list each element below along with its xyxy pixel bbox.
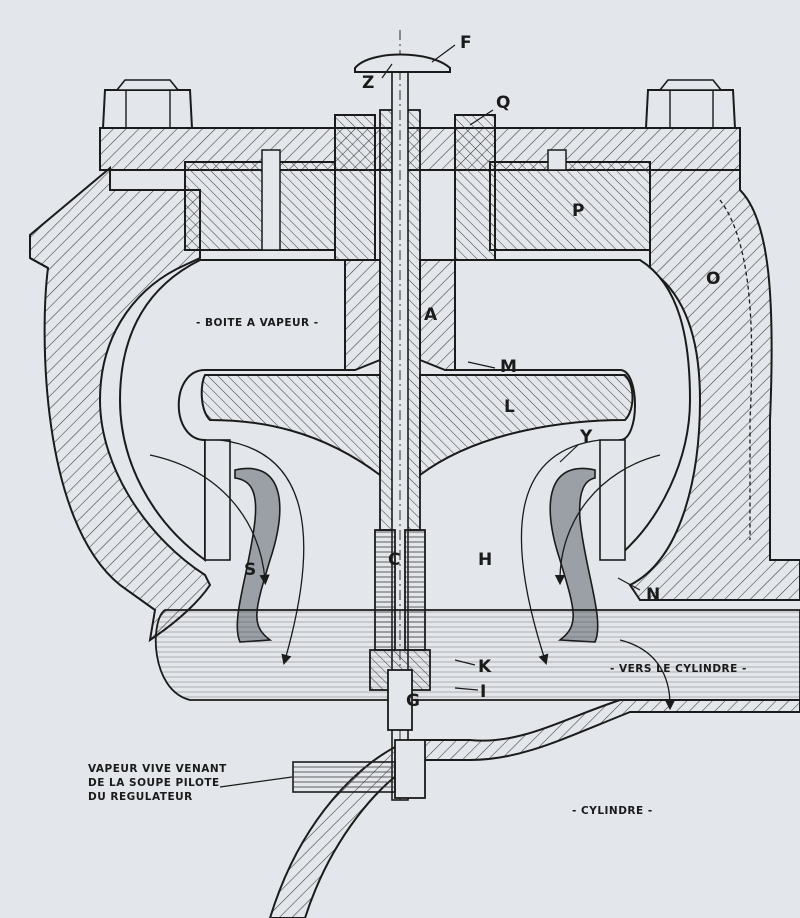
cover-right: [489, 149, 651, 251]
label-y: Y: [579, 427, 593, 447]
label-s: S: [244, 560, 256, 580]
label-k: K: [478, 657, 492, 677]
label-m: M: [500, 357, 517, 377]
label-h: H: [478, 550, 492, 570]
caption-vapeur-line-3: DU REGULATEUR: [88, 791, 193, 803]
pilot-valve-g: [369, 649, 431, 799]
piston-l: [200, 374, 634, 477]
caption-vers-le-cylindre: - VERS LE CYLINDRE -: [610, 663, 747, 675]
caption-vapeur-line-2: DE LA SOUPE PILOTE: [88, 777, 220, 789]
nut-left: [101, 79, 194, 129]
chamber-h: [204, 439, 626, 651]
caption-boite-a-vapeur: - BOITE A VAPEUR -: [196, 317, 319, 329]
label-g: G: [406, 691, 420, 711]
nut-right: [644, 79, 737, 129]
cap-f: [354, 53, 451, 73]
label-p: P: [572, 201, 584, 221]
label-z: Z: [362, 73, 374, 93]
inlet-pipe: [292, 761, 396, 793]
casing-right: [628, 169, 800, 601]
flow-arrows: [149, 439, 676, 711]
label-l: L: [504, 397, 515, 417]
gland-q: [334, 114, 496, 261]
label-a: A: [424, 305, 438, 325]
steam-chest-void: [118, 259, 346, 562]
caption-cylindre: - CYLINDRE -: [572, 805, 653, 817]
label-q: Q: [496, 93, 510, 113]
bottom-passage: [154, 609, 800, 701]
label-o: O: [706, 269, 720, 289]
cylinder-wall: [268, 699, 800, 918]
cover-left: [184, 149, 336, 251]
leader-lines: [219, 44, 641, 788]
label-c: C: [388, 550, 400, 570]
label-n: N: [646, 585, 660, 605]
caption-vapeur-line-1: VAPEUR VIVE VENANT: [88, 763, 227, 775]
label-f: F: [460, 33, 472, 53]
casing-left: [29, 165, 212, 643]
label-i: I: [480, 682, 486, 702]
